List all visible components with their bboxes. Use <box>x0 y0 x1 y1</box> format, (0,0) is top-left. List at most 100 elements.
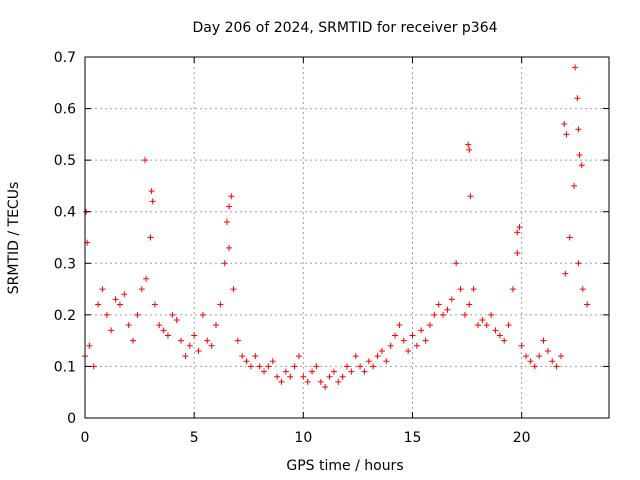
y-tick-label: 0.6 <box>54 102 76 118</box>
data-point <box>527 358 534 365</box>
data-point <box>516 224 523 231</box>
y-tick-label: 0.3 <box>54 256 76 272</box>
data-point <box>574 95 581 102</box>
y-tick-label: 0.2 <box>54 308 76 324</box>
data-point <box>178 337 185 344</box>
y-tick-label: 0.7 <box>54 50 76 66</box>
data-point <box>531 363 538 370</box>
tick-marks <box>84 56 609 419</box>
data-point <box>352 353 359 360</box>
data-point <box>457 286 464 293</box>
x-tick-label: 15 <box>404 430 422 446</box>
data-point <box>576 151 583 158</box>
data-point <box>164 332 171 339</box>
data-point <box>467 193 474 200</box>
data-point <box>223 219 230 226</box>
data-point <box>418 327 425 334</box>
x-axis-label: GPS time / hours <box>286 458 403 474</box>
data-point <box>265 363 272 370</box>
data-point <box>274 373 281 380</box>
data-point <box>470 286 477 293</box>
data-point <box>357 363 364 370</box>
y-tick-label: 0.5 <box>54 153 76 169</box>
data-point <box>195 347 202 354</box>
data-point <box>426 322 433 329</box>
data-point <box>95 301 102 308</box>
data-point <box>465 141 472 148</box>
data-point <box>204 337 211 344</box>
data-point <box>226 244 233 251</box>
x-tick-label: 0 <box>81 430 90 446</box>
data-point <box>160 327 167 334</box>
data-point <box>148 188 155 195</box>
data-point <box>479 317 486 324</box>
data-point <box>234 337 241 344</box>
data-point <box>86 342 93 349</box>
data-point <box>466 301 473 308</box>
data-point <box>575 260 582 267</box>
data-point <box>518 342 525 349</box>
data-point <box>335 378 342 385</box>
data-point <box>514 229 521 236</box>
y-tick-label: 0.1 <box>54 359 76 375</box>
data-point <box>339 373 346 380</box>
data-points <box>82 64 591 391</box>
data-point <box>544 347 551 354</box>
grid-lines <box>85 57 609 418</box>
data-point <box>571 182 578 189</box>
data-point <box>536 353 543 360</box>
data-point <box>413 342 420 349</box>
data-point <box>492 327 499 334</box>
data-point <box>256 363 263 370</box>
y-axis-label: SRMTID / TECUs <box>6 182 22 295</box>
data-point <box>103 311 110 318</box>
data-point <box>142 157 149 164</box>
data-point <box>304 378 311 385</box>
data-point <box>208 342 215 349</box>
data-point <box>540 337 547 344</box>
data-point <box>435 301 442 308</box>
data-point <box>282 368 289 375</box>
data-point <box>488 311 495 318</box>
data-point <box>461 311 468 318</box>
data-point <box>444 306 451 313</box>
x-tick-label: 5 <box>190 430 199 446</box>
data-point <box>173 317 180 324</box>
data-point <box>505 322 512 329</box>
data-point <box>226 203 233 210</box>
data-point <box>563 131 570 138</box>
data-point <box>278 378 285 385</box>
data-point <box>396 322 403 329</box>
data-point <box>409 332 416 339</box>
data-point <box>523 353 530 360</box>
data-point <box>243 358 250 365</box>
chart-title: Day 206 of 2024, SRMTID for receiver p36… <box>192 20 497 36</box>
data-point <box>116 301 123 308</box>
data-point <box>239 353 246 360</box>
data-point <box>90 363 97 370</box>
data-point <box>309 368 316 375</box>
data-point <box>326 373 333 380</box>
data-point <box>383 358 390 365</box>
data-point <box>405 347 412 354</box>
data-point <box>300 373 307 380</box>
data-point <box>572 64 579 71</box>
data-point <box>549 358 556 365</box>
data-point <box>374 353 381 360</box>
data-point <box>221 260 228 267</box>
data-point <box>578 162 585 169</box>
data-point <box>186 342 193 349</box>
data-point <box>125 322 132 329</box>
plot-frame <box>84 56 610 419</box>
data-point <box>228 193 235 200</box>
data-point <box>431 311 438 318</box>
data-point <box>330 368 337 375</box>
y-tick-label: 0 <box>67 411 76 427</box>
data-point <box>182 353 189 360</box>
data-point <box>514 249 521 256</box>
x-tick-label: 10 <box>294 430 312 446</box>
data-point <box>370 363 377 370</box>
data-point <box>496 332 503 339</box>
data-point <box>365 358 372 365</box>
data-point <box>261 368 268 375</box>
